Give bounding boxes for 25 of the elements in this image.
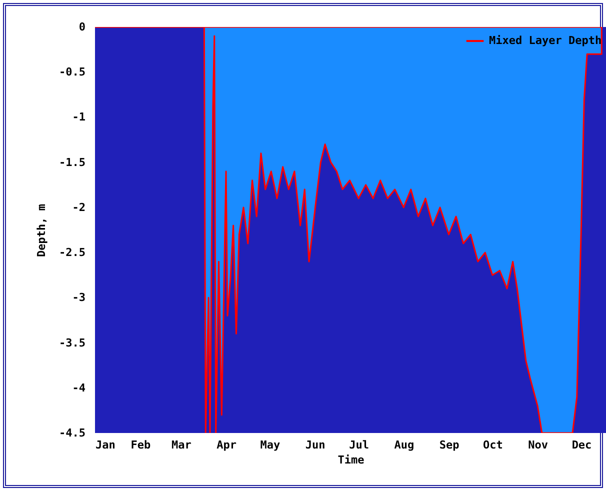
y-tick-label: -3.5 bbox=[59, 336, 86, 350]
x-tick-label: Feb bbox=[130, 438, 151, 452]
legend-label: Mixed Layer Depth bbox=[489, 34, 602, 47]
x-axis-title: Time bbox=[338, 454, 365, 466]
y-tick-label: -4.5 bbox=[59, 426, 86, 440]
y-tick-label: -2.5 bbox=[59, 246, 86, 260]
x-tick-label: Aug bbox=[394, 438, 414, 452]
y-tick-label: -0.5 bbox=[59, 66, 86, 79]
x-tick-label: Jul bbox=[349, 438, 369, 452]
y-tick-label: -3 bbox=[72, 291, 86, 304]
y-axis-title: Depth, m bbox=[35, 204, 48, 257]
x-tick-label: Mar bbox=[171, 438, 192, 452]
x-tick-label: Apr bbox=[216, 438, 237, 452]
x-tick-label: Dec bbox=[572, 438, 592, 452]
x-tick-label: May bbox=[260, 438, 281, 452]
x-tick-label: Jan bbox=[96, 438, 116, 452]
x-tick-label: Oct bbox=[483, 438, 503, 452]
x-tick-label: Jun bbox=[305, 438, 326, 452]
y-tick-label: -4 bbox=[72, 381, 86, 394]
x-tick-label: Sep bbox=[439, 438, 460, 452]
y-tick-label: -1 bbox=[72, 110, 86, 124]
y-tick-label: -1.5 bbox=[59, 156, 86, 169]
y-tick-label: -2 bbox=[72, 200, 86, 214]
y-tick-label: 0 bbox=[78, 20, 86, 34]
x-tick-label: Nov bbox=[528, 438, 548, 452]
